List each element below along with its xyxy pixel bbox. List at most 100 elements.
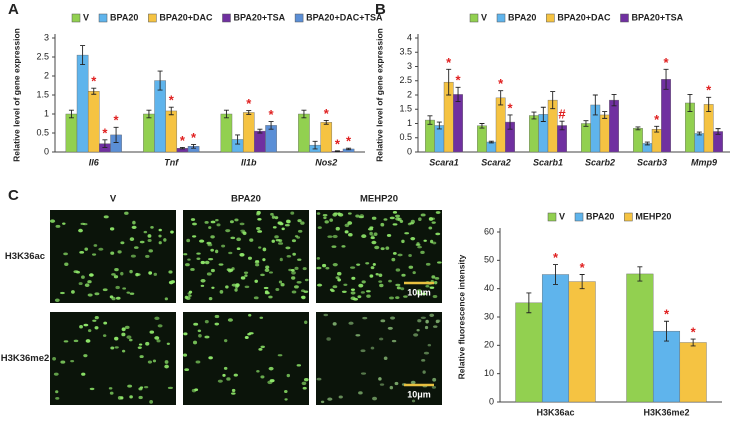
nucleus	[286, 219, 291, 224]
significance-marker: *	[580, 260, 586, 275]
bar	[599, 114, 610, 153]
significance-marker: *	[654, 112, 660, 127]
nucleus	[114, 336, 119, 341]
nucleus	[395, 268, 401, 272]
nucleus	[139, 386, 144, 389]
error-bar	[715, 128, 721, 135]
nucleus	[109, 227, 115, 231]
nucleus	[222, 373, 226, 377]
y-axis-title: Relative level of gene expression	[374, 28, 384, 162]
nucleus	[73, 270, 79, 274]
y-tick-label: 2	[44, 70, 49, 80]
y-tick-label: 40	[484, 283, 494, 293]
nucleus	[301, 381, 307, 386]
error-bar	[602, 111, 608, 119]
nucleus	[291, 290, 297, 294]
y-tick-label: 1	[407, 118, 412, 128]
error-bar	[579, 274, 585, 290]
nucleus	[316, 256, 321, 260]
error-bar	[540, 106, 546, 122]
nucleus	[357, 295, 362, 299]
nucleus	[196, 252, 201, 255]
y-tick-label: 1.5	[36, 89, 49, 99]
legend-label: BPA20+TSA	[631, 12, 683, 22]
significance-marker: *	[498, 76, 504, 91]
nucleus	[422, 370, 426, 374]
nucleus	[432, 377, 437, 382]
error-bar	[664, 320, 669, 342]
nucleus	[200, 279, 206, 283]
nucleus	[293, 285, 299, 289]
legend-swatch	[222, 13, 231, 23]
y-tick-label: 50	[484, 255, 494, 265]
nucleus	[332, 322, 337, 326]
error-bar	[113, 126, 119, 143]
nucleus	[359, 214, 365, 218]
nucleus	[248, 313, 252, 317]
legend-swatch	[624, 212, 633, 222]
nucleus	[186, 238, 191, 243]
error-bar	[696, 131, 702, 136]
bar	[87, 90, 100, 153]
bar	[453, 94, 463, 153]
nucleus	[337, 278, 342, 282]
micrograph: 10μm	[316, 312, 442, 405]
nucleus	[234, 218, 239, 222]
nucleus	[355, 214, 360, 218]
nucleus	[370, 346, 375, 350]
bar	[515, 302, 543, 403]
nucleus	[272, 226, 277, 229]
nucleus	[254, 279, 258, 283]
nucleus	[82, 223, 88, 226]
error-bar	[690, 338, 696, 347]
nucleus	[139, 240, 145, 244]
nucleus	[192, 340, 198, 345]
legend-label: BPA20+TSA	[233, 12, 285, 22]
error-bar	[687, 93, 693, 112]
nucleus	[260, 345, 265, 349]
nucleus	[169, 280, 175, 284]
bar	[541, 274, 570, 403]
nucleus	[408, 254, 412, 257]
y-tick-label: 3.5	[399, 47, 412, 57]
error-bar	[235, 134, 241, 145]
nucleus	[120, 241, 125, 245]
x-tick-label: Scarb2	[585, 157, 615, 167]
bar	[694, 133, 705, 153]
nucleus	[111, 273, 116, 276]
nucleus	[418, 217, 422, 222]
nucleus	[262, 258, 266, 262]
nucleus	[358, 391, 363, 395]
nucleus	[400, 287, 405, 291]
column-label: BPA20	[231, 194, 261, 205]
nucleus	[327, 397, 333, 401]
x-tick-label: H3K36ac	[536, 407, 574, 417]
nucleus	[331, 245, 337, 248]
nucleus	[386, 234, 392, 237]
nucleus	[372, 396, 378, 401]
nucleus	[110, 346, 115, 350]
nucleus	[428, 226, 433, 230]
nucleus	[103, 321, 108, 325]
nucleus	[164, 297, 168, 301]
nucleus	[379, 337, 384, 341]
nucleus	[139, 355, 144, 358]
nucleus	[425, 262, 431, 266]
micrograph-bg	[316, 210, 442, 303]
error-bar	[191, 143, 197, 149]
nucleus	[247, 333, 251, 336]
nucleus	[350, 291, 356, 295]
significance-marker: *	[664, 55, 670, 70]
y-axis-title: Relative fluorescence intensity	[456, 254, 466, 379]
y-tick-label: 2.5	[399, 75, 412, 85]
nucleus	[258, 347, 263, 351]
nucleus	[184, 263, 190, 267]
nucleus	[255, 263, 260, 267]
nucleus	[425, 284, 430, 288]
nucleus	[268, 366, 274, 371]
nucleus	[126, 291, 131, 294]
nucleus	[231, 392, 236, 395]
nucleus	[195, 360, 201, 364]
nucleus	[389, 216, 395, 220]
bar	[661, 79, 671, 153]
